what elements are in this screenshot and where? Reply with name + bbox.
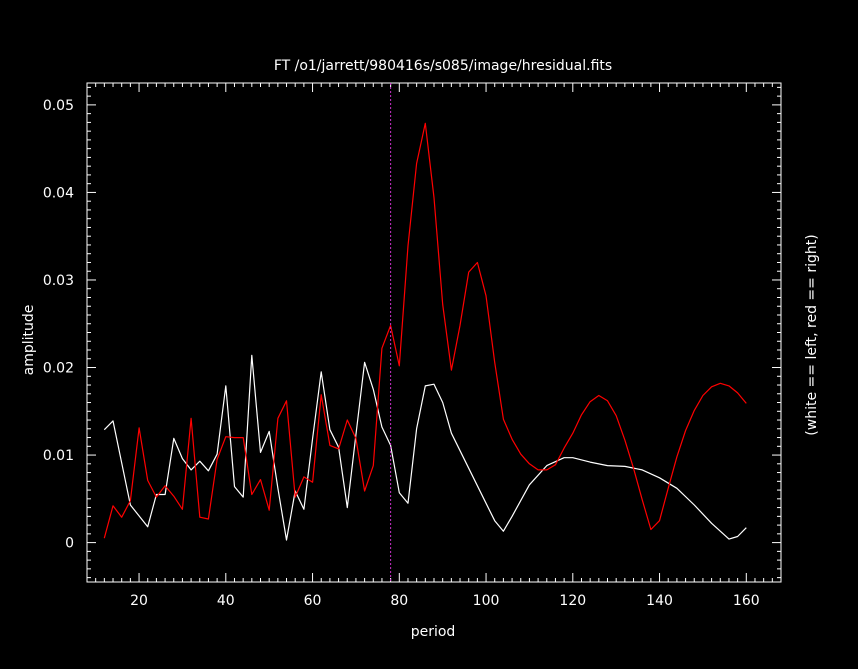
y-tick-label: 0.01	[43, 448, 74, 464]
y-tick-label: 0.02	[43, 361, 74, 377]
x-tick-label: 40	[217, 593, 235, 609]
x-tick-label: 120	[559, 593, 586, 609]
series-line-red	[103, 122, 747, 539]
y-tick-label: 0.03	[43, 273, 74, 289]
series-lines	[103, 122, 747, 541]
x-tick-label: 100	[473, 593, 500, 609]
axis-ticks	[87, 83, 781, 582]
series-line-white	[103, 354, 747, 541]
y-axis-label: amplitude	[21, 305, 37, 376]
x-tick-label: 80	[390, 593, 408, 609]
x-tick-label: 60	[304, 593, 322, 609]
y-tick-label: 0	[65, 536, 74, 552]
chart-title: FT /o1/jarrett/980416s/s085/image/hresid…	[274, 58, 612, 74]
x-tick-label: 20	[130, 593, 148, 609]
x-axis-label: period	[411, 624, 456, 640]
right-axis-label: (white == left, red == right)	[804, 234, 820, 435]
y-tick-label: 0.05	[43, 98, 74, 114]
x-tick-label: 160	[733, 593, 760, 609]
x-tick-label: 140	[646, 593, 673, 609]
y-tick-label: 0.04	[43, 185, 74, 201]
tick-labels: 20 40 60 80 100 120 140 160 0 0.01 0.02 0.03 0.04 0.0…	[43, 98, 760, 609]
